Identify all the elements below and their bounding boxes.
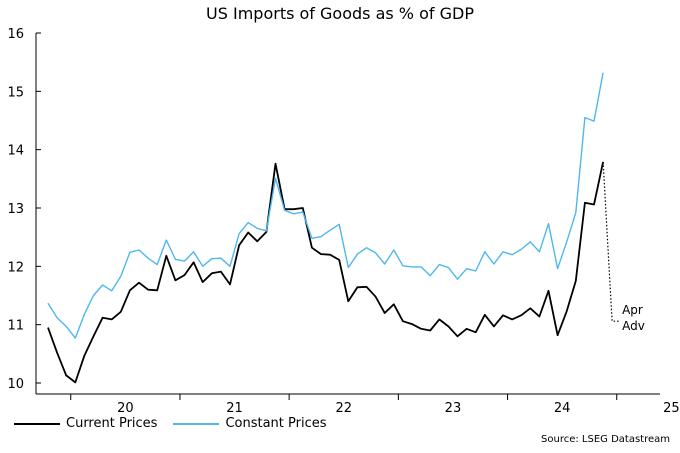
x-tick-label: 25: [663, 401, 680, 416]
axes: [35, 33, 660, 395]
annotation-label: Apr: [622, 303, 643, 317]
y-axis-ticks: 10 11 12 13 14 15 16: [7, 27, 41, 392]
legend-item-constant-prices: Constant Prices: [173, 416, 327, 431]
annotation-label: Adv: [622, 319, 645, 333]
y-tick-label: 15: [7, 85, 24, 100]
y-tick-label: 16: [7, 27, 24, 42]
legend-swatch-current-prices: [14, 422, 60, 425]
series-lines: [47, 72, 604, 384]
y-tick-label: 12: [7, 260, 24, 275]
x-tick-label: 22: [335, 401, 352, 416]
chart-title: US Imports of Goods as % of GDP: [206, 4, 474, 23]
legend-swatch-constant-prices: [173, 422, 220, 425]
y-tick-label: 14: [7, 144, 24, 159]
annotation-dotted-line: [602, 161, 621, 322]
y-tick-label: 11: [7, 319, 24, 334]
legend: Current Prices Constant Prices: [14, 416, 343, 431]
legend-label-constant-prices: Constant Prices: [225, 416, 327, 431]
legend-label-current-prices: Current Prices: [66, 416, 158, 431]
x-tick-label: 24: [554, 401, 571, 416]
x-tick-label: 21: [226, 401, 243, 416]
annotation: Apr Adv: [602, 161, 645, 333]
y-tick-label: 10: [7, 377, 24, 392]
y-tick-label: 13: [7, 202, 24, 217]
x-tick-label: 23: [445, 401, 462, 416]
series-line-current-prices: [47, 161, 604, 384]
series-line-constant-prices: [47, 72, 604, 339]
legend-item-current-prices: Current Prices: [14, 416, 157, 431]
source-note: Source: LSEG Datastream: [541, 434, 670, 445]
x-axis-ticks: 20 21 22 23 24 25: [70, 394, 680, 416]
x-tick-label: 20: [117, 401, 134, 416]
